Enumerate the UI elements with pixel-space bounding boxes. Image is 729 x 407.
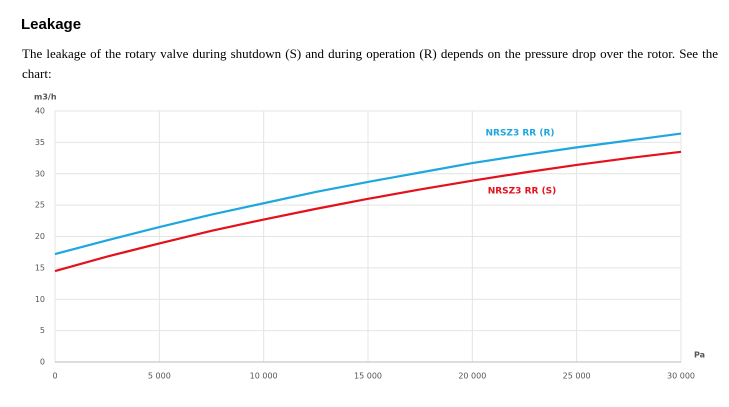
y-tick-label: 40 — [35, 107, 45, 116]
y-tick-label: 0 — [40, 358, 45, 367]
series-line — [54, 150, 682, 273]
y-tick-label: 25 — [35, 201, 45, 210]
x-tick-label: 30 000 — [667, 372, 695, 381]
x-tick-label: 15 000 — [354, 372, 382, 381]
title: Leakage — [21, 16, 82, 33]
x-tick-label: 10 000 — [250, 372, 278, 381]
x-axis-label: Pa — [694, 351, 705, 360]
x-tick-label: 0 — [52, 372, 57, 381]
series-line — [54, 132, 682, 256]
y-tick-label: 20 — [35, 232, 45, 241]
y-axis-label: m3/h — [34, 93, 57, 102]
x-tick-label: 5 000 — [148, 372, 171, 381]
y-tick-label: 5 — [40, 326, 45, 335]
series-label: NRSZ3 RR (S) — [488, 187, 557, 197]
y-tick-label: 15 — [35, 263, 45, 272]
series-label: NRSZ3 RR (R) — [485, 129, 554, 139]
x-tick-label: 25 000 — [563, 372, 591, 381]
paragraph: The leakage of the rotary valve during s… — [22, 46, 718, 81]
x-tick-label: 20 000 — [458, 372, 486, 381]
y-tick-label: 10 — [35, 295, 45, 304]
y-tick-label: 30 — [35, 169, 45, 178]
y-tick-label: 35 — [35, 138, 45, 147]
